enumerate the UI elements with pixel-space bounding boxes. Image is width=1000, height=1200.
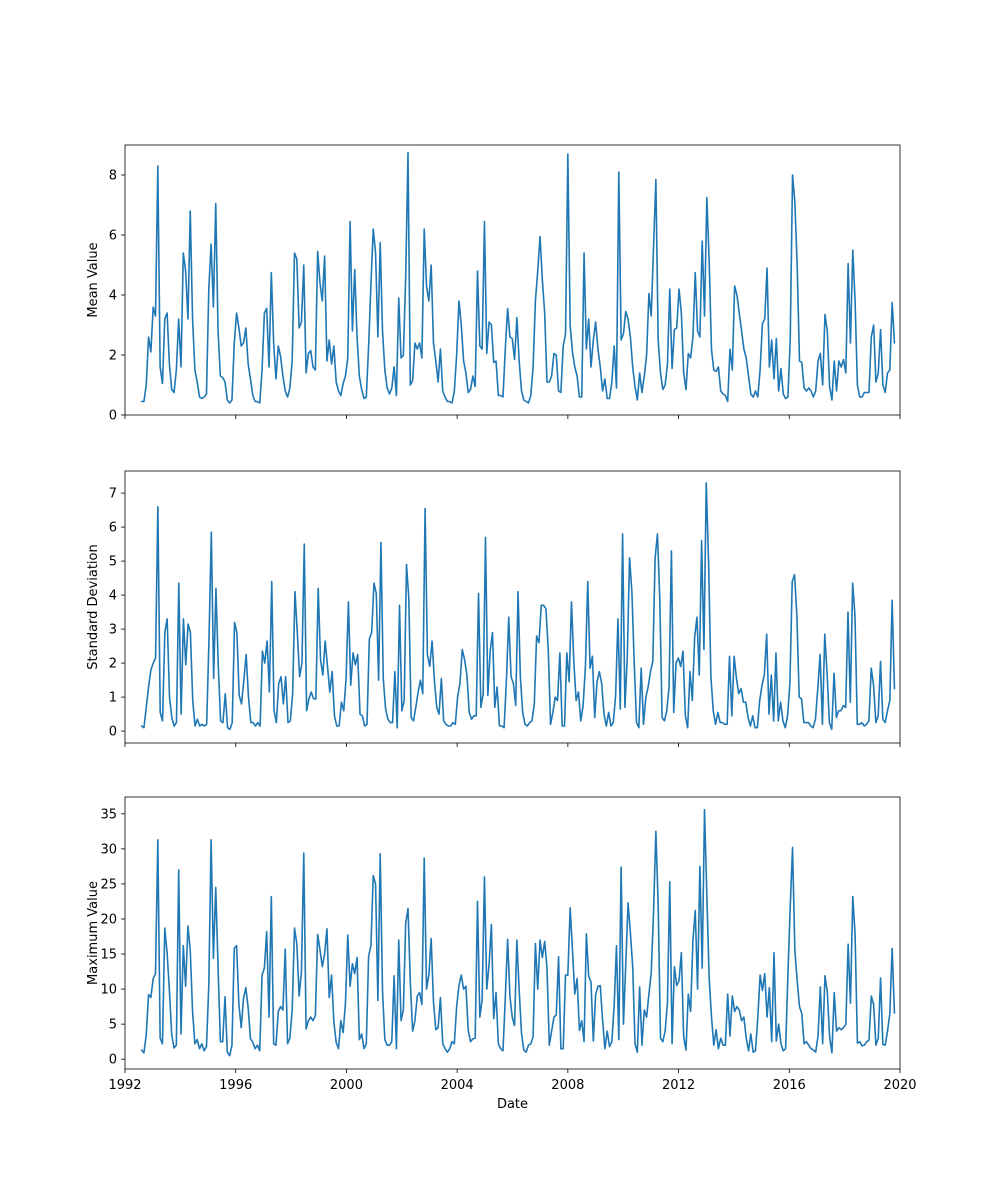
subplot-3: 0 5 10 15 20 25 30 35 1992 1996 2000 2004 2008 2012 20… bbox=[86, 796, 917, 1112]
subplot-1: 0 2 4 6 8 Mean Value bbox=[86, 144, 901, 424]
y-tick-label: 6 bbox=[109, 229, 117, 244]
subplot-2: 0 1 2 3 4 5 6 7 Standard Deviation bbox=[86, 470, 901, 747]
y-tick-label: 5 bbox=[109, 1018, 117, 1033]
y-tick-label: 7 bbox=[109, 487, 117, 502]
y-tick-label: 3 bbox=[109, 623, 117, 638]
y-tick-label: 15 bbox=[100, 948, 117, 963]
x-tick-label: 2016 bbox=[773, 1078, 806, 1093]
y-tick-label: 10 bbox=[100, 983, 117, 998]
series-line bbox=[140, 151, 896, 404]
x-tick-label: 2008 bbox=[551, 1078, 584, 1093]
x-tick-label: 2012 bbox=[662, 1078, 695, 1093]
y-tick-label: 2 bbox=[109, 657, 117, 672]
y-tick-label: 4 bbox=[109, 589, 117, 604]
y-tick-label: 25 bbox=[100, 877, 117, 892]
series-line bbox=[140, 808, 896, 1057]
y-tick-label: 35 bbox=[100, 807, 117, 822]
y-axis-label: Maximum Value bbox=[86, 881, 101, 985]
series-line bbox=[140, 482, 896, 731]
x-axis-label: Date bbox=[497, 1097, 528, 1112]
plot-frame bbox=[124, 144, 901, 416]
y-tick-label: 0 bbox=[109, 725, 117, 740]
x-tick-label: 2020 bbox=[883, 1078, 916, 1093]
y-tick-label: 0 bbox=[109, 1053, 117, 1068]
y-tick-label: 1 bbox=[109, 691, 117, 706]
x-tick-label: 1992 bbox=[108, 1078, 141, 1093]
y-tick-label: 5 bbox=[109, 555, 117, 570]
y-tick-label: 4 bbox=[109, 289, 117, 304]
y-axis-label: Standard Deviation bbox=[86, 544, 101, 669]
x-tick-label: 2000 bbox=[330, 1078, 363, 1093]
y-tick-label: 8 bbox=[109, 169, 117, 184]
y-tick-label: 20 bbox=[100, 912, 117, 927]
plot-frame bbox=[124, 470, 901, 744]
y-tick-label: 0 bbox=[109, 409, 117, 424]
y-tick-label: 30 bbox=[100, 842, 117, 857]
y-tick-label: 6 bbox=[109, 521, 117, 536]
y-axis-label: Mean Value bbox=[86, 242, 101, 317]
x-tick-label: 1996 bbox=[219, 1078, 252, 1093]
y-tick-label: 2 bbox=[109, 349, 117, 364]
x-tick-label: 2004 bbox=[441, 1078, 474, 1093]
plot-frame bbox=[124, 796, 901, 1070]
